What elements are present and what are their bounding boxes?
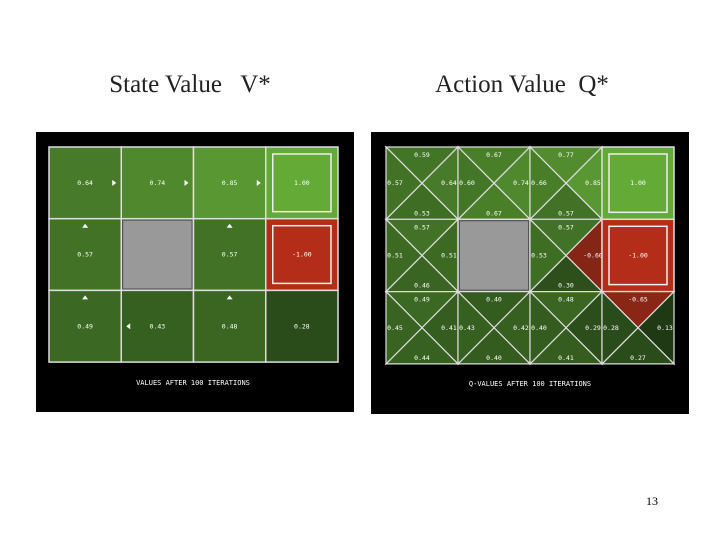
q-triangle: [385, 217, 423, 294]
q-value: 0.13: [657, 324, 673, 332]
q-value: 0.40: [486, 296, 502, 304]
q-value: 0.59: [414, 151, 430, 159]
cell: [192, 289, 267, 363]
q-value: -0.65: [628, 296, 648, 304]
q-value: 0.51: [441, 251, 457, 259]
policy-arrow: [184, 179, 189, 186]
cell-value: 0.85: [222, 179, 238, 187]
q-value: 0.30: [558, 282, 574, 290]
q-value: 0.43: [459, 324, 475, 332]
q-value: 0.41: [441, 324, 457, 332]
q-value: 0.57: [558, 223, 574, 231]
policy-arrow: [226, 295, 233, 300]
q-value: 0.51: [387, 251, 403, 259]
cell: [120, 289, 195, 363]
q-value: 0.41: [558, 354, 574, 362]
q-value: 0.28: [603, 324, 619, 332]
q-value: 0.53: [531, 251, 547, 259]
right-title: Action Value Q*: [435, 71, 609, 98]
q-triangle: [529, 217, 567, 294]
q-value: 0.29: [585, 324, 601, 332]
terminal-border: [272, 224, 332, 285]
cell-value: 1.00: [630, 179, 646, 187]
q-value: 0.40: [531, 324, 547, 332]
cell: [265, 289, 339, 363]
q-value: 0.67: [486, 209, 502, 217]
q-value: -0.60: [583, 251, 603, 259]
cell: [48, 217, 122, 292]
wall-block: [460, 221, 528, 290]
q-value: 0.85: [585, 179, 601, 187]
cell-value: -1.00: [628, 251, 648, 259]
right-caption: Q-VALUES AFTER 100 ITERATIONS: [469, 380, 591, 388]
q-value: 0.48: [558, 296, 574, 304]
cell-value: 0.64: [77, 179, 93, 187]
policy-arrow: [126, 323, 131, 330]
q-value: 0.53: [414, 209, 430, 217]
cell-value: 0.49: [77, 322, 93, 330]
q-triangle: [529, 145, 567, 221]
cell: [120, 146, 195, 220]
q-value: 0.44: [414, 354, 430, 362]
cell-value: 0.74: [150, 179, 166, 187]
left-caption: VALUES AFTER 100 ITERATIONS: [136, 379, 250, 387]
q-value: 0.46: [414, 282, 430, 290]
cell-value: 0.48: [222, 322, 238, 330]
policy-arrow: [82, 295, 89, 300]
q-triangle: [529, 290, 567, 366]
terminal-border: [608, 153, 668, 214]
cell-value: 0.57: [77, 251, 93, 259]
cell-value: 0.28: [294, 322, 310, 330]
left-title: State Value V*: [109, 71, 271, 98]
terminal-cell: [601, 146, 675, 221]
terminal-border: [608, 225, 668, 286]
cell: [48, 289, 122, 363]
policy-arrow: [226, 223, 233, 228]
q-triangle: [385, 290, 423, 366]
cell-value: 0.57: [222, 251, 238, 259]
q-triangle: [457, 290, 495, 366]
cell-value: -1.00: [292, 251, 312, 259]
terminal-border: [272, 153, 332, 213]
q-value: 0.49: [414, 296, 430, 304]
q-value: 0.77: [558, 151, 574, 159]
q-triangle: [601, 290, 639, 366]
cell-value: 1.00: [294, 179, 310, 187]
q-value: 0.74: [513, 179, 529, 187]
q-value: 0.57: [414, 223, 430, 231]
policy-arrow: [256, 179, 261, 186]
policy-arrow: [82, 223, 89, 228]
q-value: 0.64: [441, 179, 457, 187]
q-value: 0.66: [531, 179, 547, 187]
q-value: 0.60: [459, 179, 475, 187]
terminal-cell: [601, 218, 675, 293]
page-number: 13: [646, 494, 658, 508]
q-triangle: [385, 145, 423, 221]
q-triangle: [457, 145, 495, 221]
q-value: 0.45: [387, 324, 403, 332]
q-value: 0.57: [558, 209, 574, 217]
q-value: 0.57: [387, 179, 403, 187]
policy-arrow: [112, 179, 117, 186]
q-value: 0.27: [630, 354, 646, 362]
q-value: 0.40: [486, 354, 502, 362]
q-value: 0.67: [486, 151, 502, 159]
cell-value: 0.43: [150, 322, 166, 330]
wall-block: [123, 220, 192, 289]
q-value: 0.42: [513, 324, 529, 332]
